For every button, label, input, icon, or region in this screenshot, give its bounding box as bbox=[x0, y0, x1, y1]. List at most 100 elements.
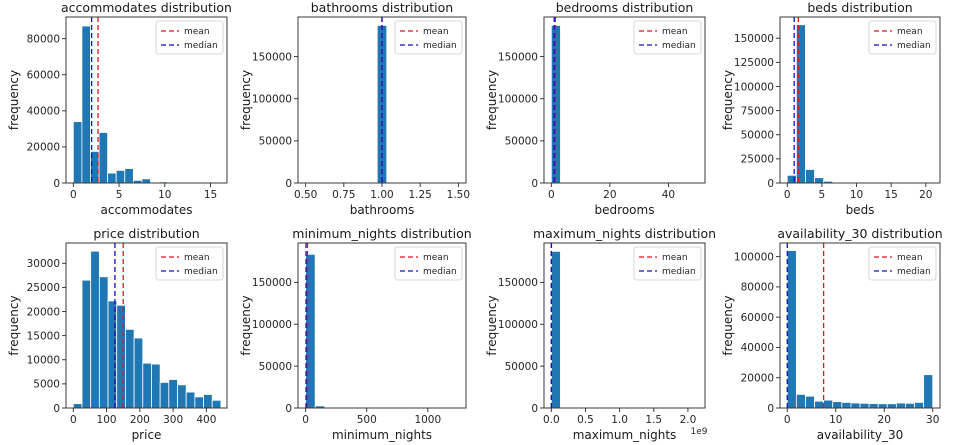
legend: mean median bbox=[633, 20, 702, 55]
y-tick-label: 75000 bbox=[741, 105, 774, 117]
y-tick-label: 0 bbox=[285, 403, 292, 415]
y-tick-label: 80000 bbox=[741, 282, 774, 294]
legend-entry: mean bbox=[423, 27, 449, 37]
legend: mean median bbox=[633, 246, 702, 281]
axes-frame bbox=[297, 242, 467, 409]
legend: mean median bbox=[394, 246, 463, 281]
x-tick-label: 20 bbox=[919, 189, 932, 201]
y-tick-label: 150000 bbox=[498, 277, 538, 289]
histogram-bar bbox=[923, 374, 934, 409]
histogram-bar bbox=[814, 177, 825, 184]
legend-entry: mean bbox=[184, 253, 210, 263]
y-tick-label: 100000 bbox=[252, 94, 292, 106]
x-axis-label: beds bbox=[846, 203, 875, 217]
histogram-bar bbox=[151, 363, 161, 409]
y-axis-label: frequency bbox=[7, 70, 21, 130]
y-tick-label: 50000 bbox=[505, 361, 538, 373]
x-tick-label: 0.0 bbox=[543, 414, 560, 426]
subplot-title: availability_30 distribution bbox=[777, 226, 942, 241]
y-tick-label: 0 bbox=[767, 178, 774, 190]
y-tick-label: 100000 bbox=[498, 319, 538, 331]
y-tick-label: 0 bbox=[285, 178, 292, 190]
y-tick-label: 15000 bbox=[27, 330, 60, 342]
subplot-title: beds distribution bbox=[807, 0, 912, 15]
y-tick-label: 150000 bbox=[252, 51, 292, 63]
legend: mean median bbox=[155, 20, 224, 55]
legend-entry: mean bbox=[184, 27, 210, 37]
axes-frame bbox=[779, 16, 941, 184]
x-tick-label: 0 bbox=[784, 414, 791, 426]
y-tick-label: 60000 bbox=[27, 70, 60, 82]
histogram-bar bbox=[81, 25, 91, 184]
legend-box bbox=[155, 20, 224, 55]
legend-entry: mean bbox=[897, 253, 923, 263]
x-tick-label: 0.50 bbox=[294, 189, 317, 201]
histogram-bar bbox=[211, 399, 222, 409]
y-tick-label: 50000 bbox=[259, 136, 292, 148]
subplot-1: 0 5 10 15 0 20000 40000 60000 80000 accommodates … bbox=[7, 0, 232, 217]
axes-frame bbox=[543, 242, 706, 409]
x-tick-label: 0.5 bbox=[577, 414, 594, 426]
y-tick-label: 0 bbox=[531, 403, 538, 415]
histogram-bar bbox=[98, 276, 109, 409]
x-axis-label: accommodates bbox=[101, 203, 193, 217]
y-tick-label: 150000 bbox=[734, 33, 774, 45]
x-tick-label: 400 bbox=[196, 414, 216, 426]
histogram-bar bbox=[72, 121, 83, 184]
legend-box bbox=[633, 20, 702, 55]
subplot-6: 0 500 1000 0 50000 100000 150000 minimum_nights… bbox=[239, 226, 472, 442]
x-tick-label: 1.25 bbox=[408, 189, 431, 201]
y-tick-label: 100000 bbox=[252, 319, 292, 331]
x-tick-label: 5 bbox=[819, 189, 826, 201]
histogram-bar bbox=[805, 395, 815, 409]
subplot-title: accommodates distribution bbox=[61, 0, 232, 15]
histogram-bar bbox=[159, 382, 170, 409]
x-tick-label: 1.00 bbox=[370, 189, 393, 201]
legend-entry: median bbox=[662, 41, 696, 51]
subplot-5: 0 100 200 300 400 0 5000 10000 15000 20000 25000 30… bbox=[7, 226, 228, 442]
histogram-bar bbox=[805, 169, 815, 184]
y-tick-label: 20000 bbox=[27, 142, 60, 154]
histogram-bar bbox=[905, 402, 915, 409]
x-tick-label: 100 bbox=[97, 414, 117, 426]
x-axis-label: availability_30 bbox=[817, 428, 904, 442]
histogram-bar bbox=[886, 403, 897, 409]
legend-entry: median bbox=[184, 41, 218, 51]
histogram-bar bbox=[795, 393, 806, 409]
x-tick-label: 1000 bbox=[414, 414, 441, 426]
legend-entry: median bbox=[897, 41, 931, 51]
x-tick-label: 500 bbox=[357, 414, 377, 426]
axes-frame bbox=[65, 16, 228, 184]
legend: mean median bbox=[868, 246, 937, 281]
x-tick-label: 0 bbox=[70, 414, 77, 426]
x-tick-label: 15 bbox=[884, 189, 897, 201]
histogram-bar bbox=[90, 250, 100, 409]
histogram-bar bbox=[786, 250, 797, 409]
y-tick-label: 0 bbox=[767, 403, 774, 415]
y-axis-label: frequency bbox=[239, 70, 253, 130]
x-tick-label: 0 bbox=[784, 189, 791, 201]
x-tick-label: 2.0 bbox=[680, 414, 697, 426]
histogram-bar bbox=[550, 250, 561, 409]
histogram-bar bbox=[125, 328, 135, 409]
y-tick-label: 50000 bbox=[259, 361, 292, 373]
histogram-bar bbox=[786, 174, 797, 184]
x-axis-label: minimum_nights bbox=[332, 428, 432, 442]
histogram-bar bbox=[98, 132, 109, 184]
legend-entry: median bbox=[897, 267, 931, 277]
x-tick-label: 1.0 bbox=[611, 414, 628, 426]
legend-entry: median bbox=[423, 267, 457, 277]
x-tick-label: 40 bbox=[662, 189, 675, 201]
histogram-bar bbox=[185, 391, 196, 409]
legend-box bbox=[394, 246, 463, 281]
legend-box bbox=[633, 246, 702, 281]
histogram-bar bbox=[832, 401, 843, 409]
histogram-bar bbox=[168, 379, 178, 409]
y-tick-label: 40000 bbox=[741, 342, 774, 354]
histogram-bar bbox=[850, 402, 861, 409]
y-tick-label: 50000 bbox=[741, 130, 774, 142]
histogram-bar bbox=[72, 403, 83, 409]
x-tick-label: 300 bbox=[163, 414, 183, 426]
x-axis-label: bedrooms bbox=[595, 203, 655, 217]
